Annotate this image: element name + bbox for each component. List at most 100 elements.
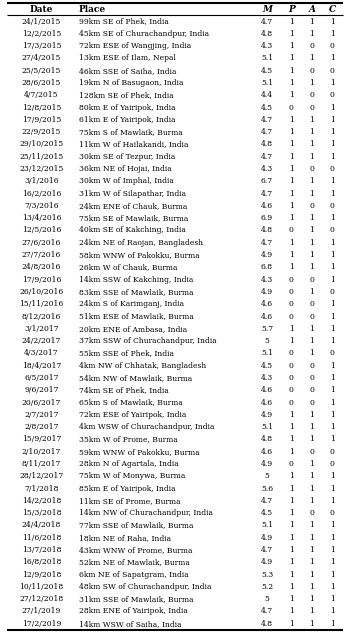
- Text: 18km NE of Raha, India: 18km NE of Raha, India: [79, 534, 171, 542]
- Text: 13/4/2016: 13/4/2016: [22, 214, 61, 222]
- Text: 4.9: 4.9: [261, 288, 273, 296]
- Text: 4.3: 4.3: [261, 42, 273, 50]
- Text: 1: 1: [330, 263, 335, 272]
- Text: 1: 1: [289, 18, 294, 25]
- Text: 1: 1: [330, 251, 335, 259]
- Text: 1: 1: [309, 214, 314, 222]
- Text: 4.8: 4.8: [261, 620, 273, 628]
- Text: 1: 1: [330, 546, 335, 554]
- Text: 27/12/2018: 27/12/2018: [19, 595, 64, 603]
- Text: 8/12/2016: 8/12/2016: [22, 313, 61, 320]
- Text: 1: 1: [309, 546, 314, 554]
- Text: 4/3/2017: 4/3/2017: [24, 349, 59, 358]
- Text: 75km S of Mawlaik, Burma: 75km S of Mawlaik, Burma: [79, 128, 183, 136]
- Text: 4.9: 4.9: [261, 411, 273, 419]
- Text: 4.9: 4.9: [261, 460, 273, 468]
- Text: 4.8: 4.8: [261, 227, 273, 234]
- Text: 1: 1: [289, 423, 294, 431]
- Text: Date: Date: [30, 5, 53, 14]
- Text: 11/6/2018: 11/6/2018: [22, 534, 61, 542]
- Text: 1: 1: [289, 91, 294, 99]
- Text: 0: 0: [330, 349, 335, 358]
- Text: 2/7/2017: 2/7/2017: [24, 411, 59, 419]
- Text: 65km S of Mawlaik, Burma: 65km S of Mawlaik, Burma: [79, 399, 183, 406]
- Text: 30km W of Imphal, India: 30km W of Imphal, India: [79, 177, 174, 185]
- Text: 74km SE of Phek, India: 74km SE of Phek, India: [79, 386, 169, 394]
- Text: 14km NW of Churachandpur, India: 14km NW of Churachandpur, India: [79, 509, 213, 517]
- Text: 45km SE of Churachandpur, India: 45km SE of Churachandpur, India: [79, 30, 209, 38]
- Text: 15/3/2018: 15/3/2018: [22, 509, 61, 517]
- Text: 75km W of Monywa, Burma: 75km W of Monywa, Burma: [79, 472, 185, 480]
- Text: 1: 1: [289, 153, 294, 161]
- Text: 1: 1: [289, 79, 294, 87]
- Text: 2/8/2017: 2/8/2017: [24, 423, 59, 431]
- Text: 15/9/2017: 15/9/2017: [22, 436, 61, 443]
- Text: 1: 1: [289, 116, 294, 124]
- Text: 24km ENE of Chauk, Burma: 24km ENE of Chauk, Burma: [79, 202, 187, 210]
- Text: 55km SSE of Phek, India: 55km SSE of Phek, India: [79, 349, 174, 358]
- Text: 0: 0: [330, 460, 335, 468]
- Text: 4.6: 4.6: [261, 300, 273, 308]
- Text: 40km SE of Kakching, India: 40km SE of Kakching, India: [79, 227, 185, 234]
- Text: 5.1: 5.1: [261, 423, 273, 431]
- Text: 1: 1: [289, 66, 294, 75]
- Text: 61km E of Yairipok, India: 61km E of Yairipok, India: [79, 116, 175, 124]
- Text: 4/7/2015: 4/7/2015: [24, 91, 59, 99]
- Text: 1: 1: [289, 608, 294, 615]
- Text: 75km SE of Mawlaik, Burma: 75km SE of Mawlaik, Burma: [79, 214, 188, 222]
- Text: 0: 0: [289, 313, 294, 320]
- Text: 1: 1: [289, 497, 294, 505]
- Text: 1: 1: [330, 423, 335, 431]
- Text: 36km NE of Hojai, India: 36km NE of Hojai, India: [79, 165, 171, 173]
- Text: 9/6/2017: 9/6/2017: [24, 386, 59, 394]
- Text: 27/4/2015: 27/4/2015: [22, 54, 61, 63]
- Text: 4.9: 4.9: [261, 534, 273, 542]
- Text: 4.6: 4.6: [261, 202, 273, 210]
- Text: 0: 0: [330, 91, 335, 99]
- Text: 1: 1: [289, 583, 294, 591]
- Text: 72km ESE of Yairipok, India: 72km ESE of Yairipok, India: [79, 411, 186, 419]
- Text: 1: 1: [309, 177, 314, 185]
- Text: 4.5: 4.5: [261, 509, 273, 517]
- Text: 1: 1: [309, 337, 314, 345]
- Text: 1: 1: [309, 128, 314, 136]
- Text: 1: 1: [330, 374, 335, 382]
- Text: 1: 1: [330, 337, 335, 345]
- Text: 0: 0: [309, 42, 314, 50]
- Text: 7/1/2018: 7/1/2018: [24, 484, 59, 492]
- Text: 27/1/2019: 27/1/2019: [22, 608, 61, 615]
- Text: 1: 1: [289, 239, 294, 247]
- Text: 59km WNW of Pakokku, Burma: 59km WNW of Pakokku, Burma: [79, 448, 199, 456]
- Text: 1: 1: [309, 497, 314, 505]
- Text: 4.8: 4.8: [261, 30, 273, 38]
- Text: 0: 0: [309, 165, 314, 173]
- Text: 0: 0: [330, 448, 335, 456]
- Text: 20km ENE of Ambasa, India: 20km ENE of Ambasa, India: [79, 325, 187, 333]
- Text: 24km S of Karimganj, India: 24km S of Karimganj, India: [79, 300, 184, 308]
- Text: 3/1/2016: 3/1/2016: [24, 177, 59, 185]
- Text: 1: 1: [289, 509, 294, 517]
- Text: 1: 1: [289, 595, 294, 603]
- Text: 1: 1: [309, 423, 314, 431]
- Text: 24/2/2017: 24/2/2017: [22, 337, 61, 345]
- Text: 80km E of Yairipok, India: 80km E of Yairipok, India: [79, 104, 175, 111]
- Text: 24/8/2016: 24/8/2016: [22, 263, 61, 272]
- Text: 1: 1: [289, 251, 294, 259]
- Text: 17/2/2019: 17/2/2019: [22, 620, 61, 628]
- Text: 0: 0: [309, 313, 314, 320]
- Text: 0: 0: [309, 104, 314, 111]
- Text: 4.7: 4.7: [261, 239, 273, 247]
- Text: 1: 1: [309, 534, 314, 542]
- Text: 17/9/2015: 17/9/2015: [22, 116, 61, 124]
- Text: 4.3: 4.3: [261, 275, 273, 284]
- Text: 4.8: 4.8: [261, 141, 273, 149]
- Text: 1: 1: [330, 595, 335, 603]
- Text: 5.1: 5.1: [261, 349, 273, 358]
- Text: 14/2/2018: 14/2/2018: [22, 497, 61, 505]
- Text: 2/10/2017: 2/10/2017: [22, 448, 61, 456]
- Text: 0: 0: [289, 275, 294, 284]
- Text: 22/9/2015: 22/9/2015: [22, 128, 61, 136]
- Text: 0: 0: [330, 165, 335, 173]
- Text: 1: 1: [289, 534, 294, 542]
- Text: 4.3: 4.3: [261, 165, 273, 173]
